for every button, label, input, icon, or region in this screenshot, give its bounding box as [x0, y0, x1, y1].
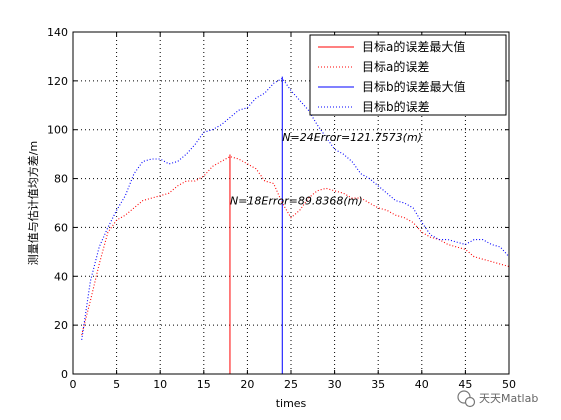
x-tick-label: 15	[197, 378, 211, 391]
x-tick-label: 35	[371, 378, 385, 391]
x-tick-label: 10	[153, 378, 167, 391]
x-tick-label: 5	[113, 378, 120, 391]
y-tick-label: 60	[54, 221, 68, 234]
x-tick-label: 40	[415, 378, 429, 391]
series-lines	[81, 77, 510, 340]
y-tick-label: 40	[54, 270, 68, 283]
x-tick-label: 25	[284, 378, 298, 391]
annotations: N=18Error=89.8368(m) N=24Error=121.7573(m…	[230, 131, 422, 208]
x-tick-label: 50	[502, 378, 516, 391]
line-series-3	[81, 77, 510, 340]
x-tick-label: 0	[70, 378, 77, 391]
stems	[229, 76, 283, 374]
x-ticks: 0 5 10 15 20 25 30 35 40 45 50	[70, 32, 516, 391]
watermark: 天天Matlab	[457, 390, 538, 408]
x-tick-label: 20	[240, 378, 254, 391]
x-tick-label: 30	[328, 378, 342, 391]
legend-label: 目标a的误差	[362, 59, 429, 74]
x-axis-label: times	[276, 397, 307, 410]
y-axis-label: 测量值与估计值均方差/m	[26, 141, 40, 265]
legend-label: 目标b的误差	[362, 99, 430, 114]
y-tick-label: 80	[54, 173, 68, 186]
wechat-icon	[457, 390, 476, 408]
y-tick-label: 20	[54, 319, 68, 332]
error-annotation: N=18Error=89.8368(m)	[230, 195, 363, 208]
watermark-text: 天天Matlab	[479, 392, 538, 405]
legend-box	[309, 34, 507, 116]
y-tick-label: 100	[47, 124, 68, 137]
y-tick-label: 0	[61, 368, 68, 381]
y-tick-label: 140	[47, 26, 68, 39]
error-annotation: N=24Error=121.7573(m)	[282, 131, 422, 144]
y-tick-label: 120	[47, 75, 68, 88]
y-ticks: 0 20 40 60 80 100 120 140	[47, 26, 509, 381]
x-tick-label: 45	[458, 378, 472, 391]
legend-label: 目标a的误差最大值	[362, 39, 465, 54]
legend-label: 目标b的误差最大值	[362, 79, 466, 94]
line-series-1	[81, 156, 510, 336]
